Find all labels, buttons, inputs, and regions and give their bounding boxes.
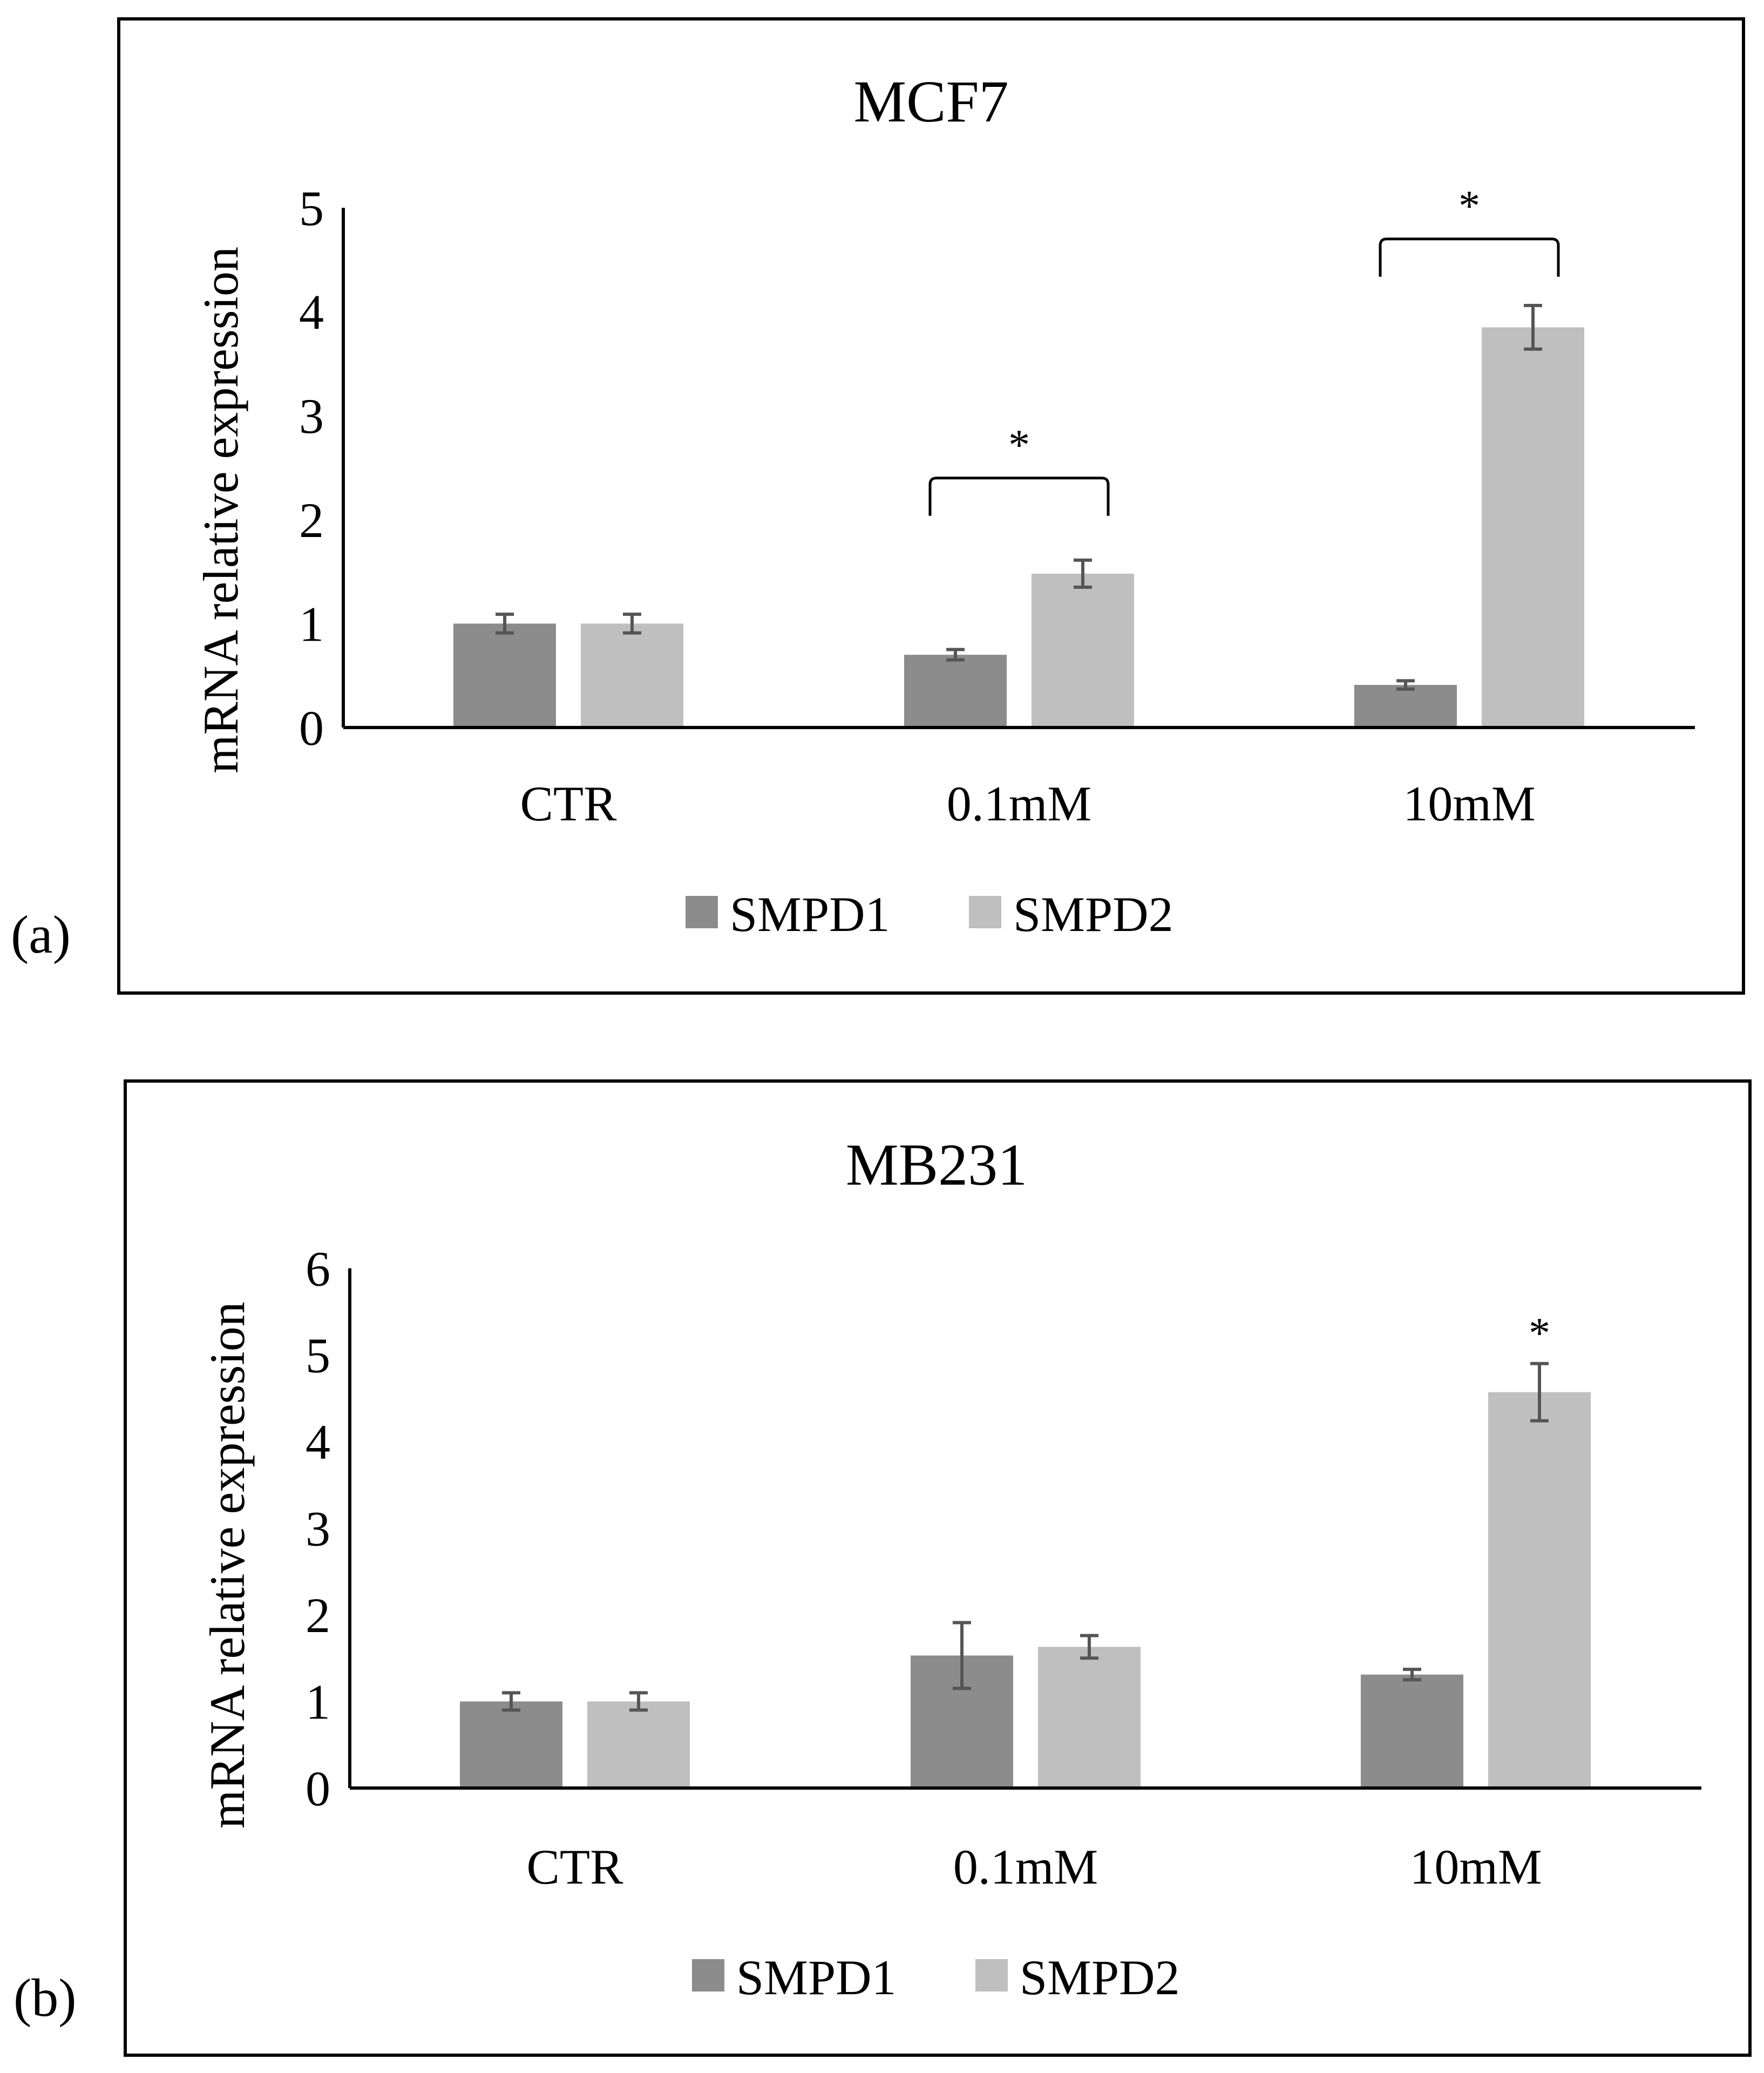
y-tick-label: 3	[306, 1501, 330, 1557]
chart-a-category-ctr: CTR	[520, 776, 618, 831]
legend-swatch-smpd2	[969, 896, 1001, 928]
y-tick-label: 0	[306, 1761, 330, 1816]
chart-a-category-10mm: 10mM	[1403, 776, 1535, 831]
bar-smpd2-1	[1032, 573, 1134, 728]
chart-b-bars	[460, 1392, 1591, 1788]
chart-b-title: MB231	[846, 1132, 1027, 1198]
significance-bracket-0	[928, 477, 1110, 516]
error-bar-smpd2-2	[1524, 304, 1542, 351]
legend-label-smpd1: SMPD1	[730, 887, 890, 942]
y-tick-label: 1	[306, 1675, 330, 1730]
error-bar-smpd2-0	[623, 613, 641, 635]
bar-smpd1-2	[1354, 685, 1457, 728]
y-tick-label: 5	[299, 181, 324, 236]
chart-a-legend: SMPD1 SMPD2	[686, 887, 1173, 942]
significance-bracket-1	[1379, 237, 1560, 277]
legend-swatch-smpd2	[975, 1959, 1008, 1992]
bar-smpd1-0	[453, 623, 556, 728]
chart-a-y-ticks: 0 1 2 3 4 5	[299, 181, 324, 756]
error-bar-smpd1-2	[1403, 1668, 1421, 1682]
y-tick-label: 5	[306, 1328, 330, 1383]
bar-smpd1-2	[1361, 1674, 1463, 1788]
bar-smpd2-2	[1488, 1392, 1591, 1788]
bar-smpd2-1	[1038, 1647, 1141, 1788]
chart-a-category-0-1mm: 0.1mM	[947, 776, 1091, 831]
y-tick-label: 6	[306, 1241, 330, 1296]
bar-smpd2-0	[587, 1701, 690, 1788]
y-tick-label: 1	[299, 596, 324, 651]
y-tick-label: 2	[299, 493, 324, 548]
chart-b-legend: SMPD1 SMPD2	[692, 1950, 1180, 2005]
y-tick-label: 0	[299, 701, 324, 756]
bar-smpd1-0	[460, 1701, 562, 1788]
error-bar-smpd1-1	[953, 1621, 971, 1690]
chart-a-y-axis-label: mRNA relative expression	[193, 247, 248, 773]
chart-b-error-bars	[502, 1362, 1549, 1712]
error-bar-smpd1-1	[946, 648, 965, 662]
bar-smpd1-1	[904, 655, 1007, 728]
error-bar-smpd1-0	[496, 613, 514, 635]
chart-a-significance: **	[928, 182, 1560, 516]
legend-swatch-smpd1	[692, 1959, 724, 1992]
significance-star-0: *	[1529, 1310, 1550, 1357]
y-tick-label: 4	[299, 285, 324, 340]
chart-b-y-ticks: 0 1 2 3 4 5 6	[306, 1241, 330, 1816]
chart-b-category-0-1mm: 0.1mM	[953, 1839, 1098, 1894]
chart-b-significance: *	[1529, 1310, 1550, 1357]
panel-a-label: (a)	[11, 905, 71, 964]
bar-smpd2-0	[581, 623, 683, 728]
chart-a-bars	[453, 327, 1584, 728]
legend-swatch-smpd1	[686, 896, 718, 928]
error-bar-smpd2-1	[1080, 1634, 1098, 1660]
panel-b-label: (b)	[13, 1968, 77, 2028]
legend-label-smpd2: SMPD2	[1020, 1950, 1180, 2005]
error-bar-smpd2-2	[1530, 1362, 1549, 1423]
error-bar-smpd1-2	[1396, 679, 1415, 691]
bar-smpd2-2	[1482, 327, 1584, 728]
y-tick-label: 3	[299, 389, 324, 444]
y-tick-label: 4	[306, 1415, 330, 1470]
error-bar-smpd1-0	[502, 1691, 520, 1712]
error-bar-smpd2-0	[629, 1691, 648, 1712]
chart-a-error-bars	[496, 304, 1542, 691]
significance-star-1: *	[1458, 182, 1480, 230]
panel-b: (b) MB231 mRNA relative expression 0 1 2 3 4…	[13, 1079, 1752, 2057]
chart-a-title: MCF7	[853, 69, 1008, 134]
panel-a-border	[117, 17, 1745, 995]
error-bar-smpd2-1	[1074, 558, 1092, 589]
legend-label-smpd1: SMPD1	[736, 1950, 897, 2005]
panel-a: (a) MCF7 mRNA relative expression 0 1 2 3 4 5…	[11, 17, 1745, 995]
legend-label-smpd2: SMPD2	[1013, 887, 1173, 942]
panel-b-border	[124, 1079, 1752, 2057]
chart-b-category-ctr: CTR	[527, 1839, 624, 1894]
y-tick-label: 2	[306, 1588, 330, 1643]
significance-star-0: *	[1008, 422, 1030, 469]
chart-b-category-10mm: 10mM	[1409, 1839, 1542, 1894]
chart-b-y-axis-label: mRNA relative expression	[200, 1302, 255, 1829]
